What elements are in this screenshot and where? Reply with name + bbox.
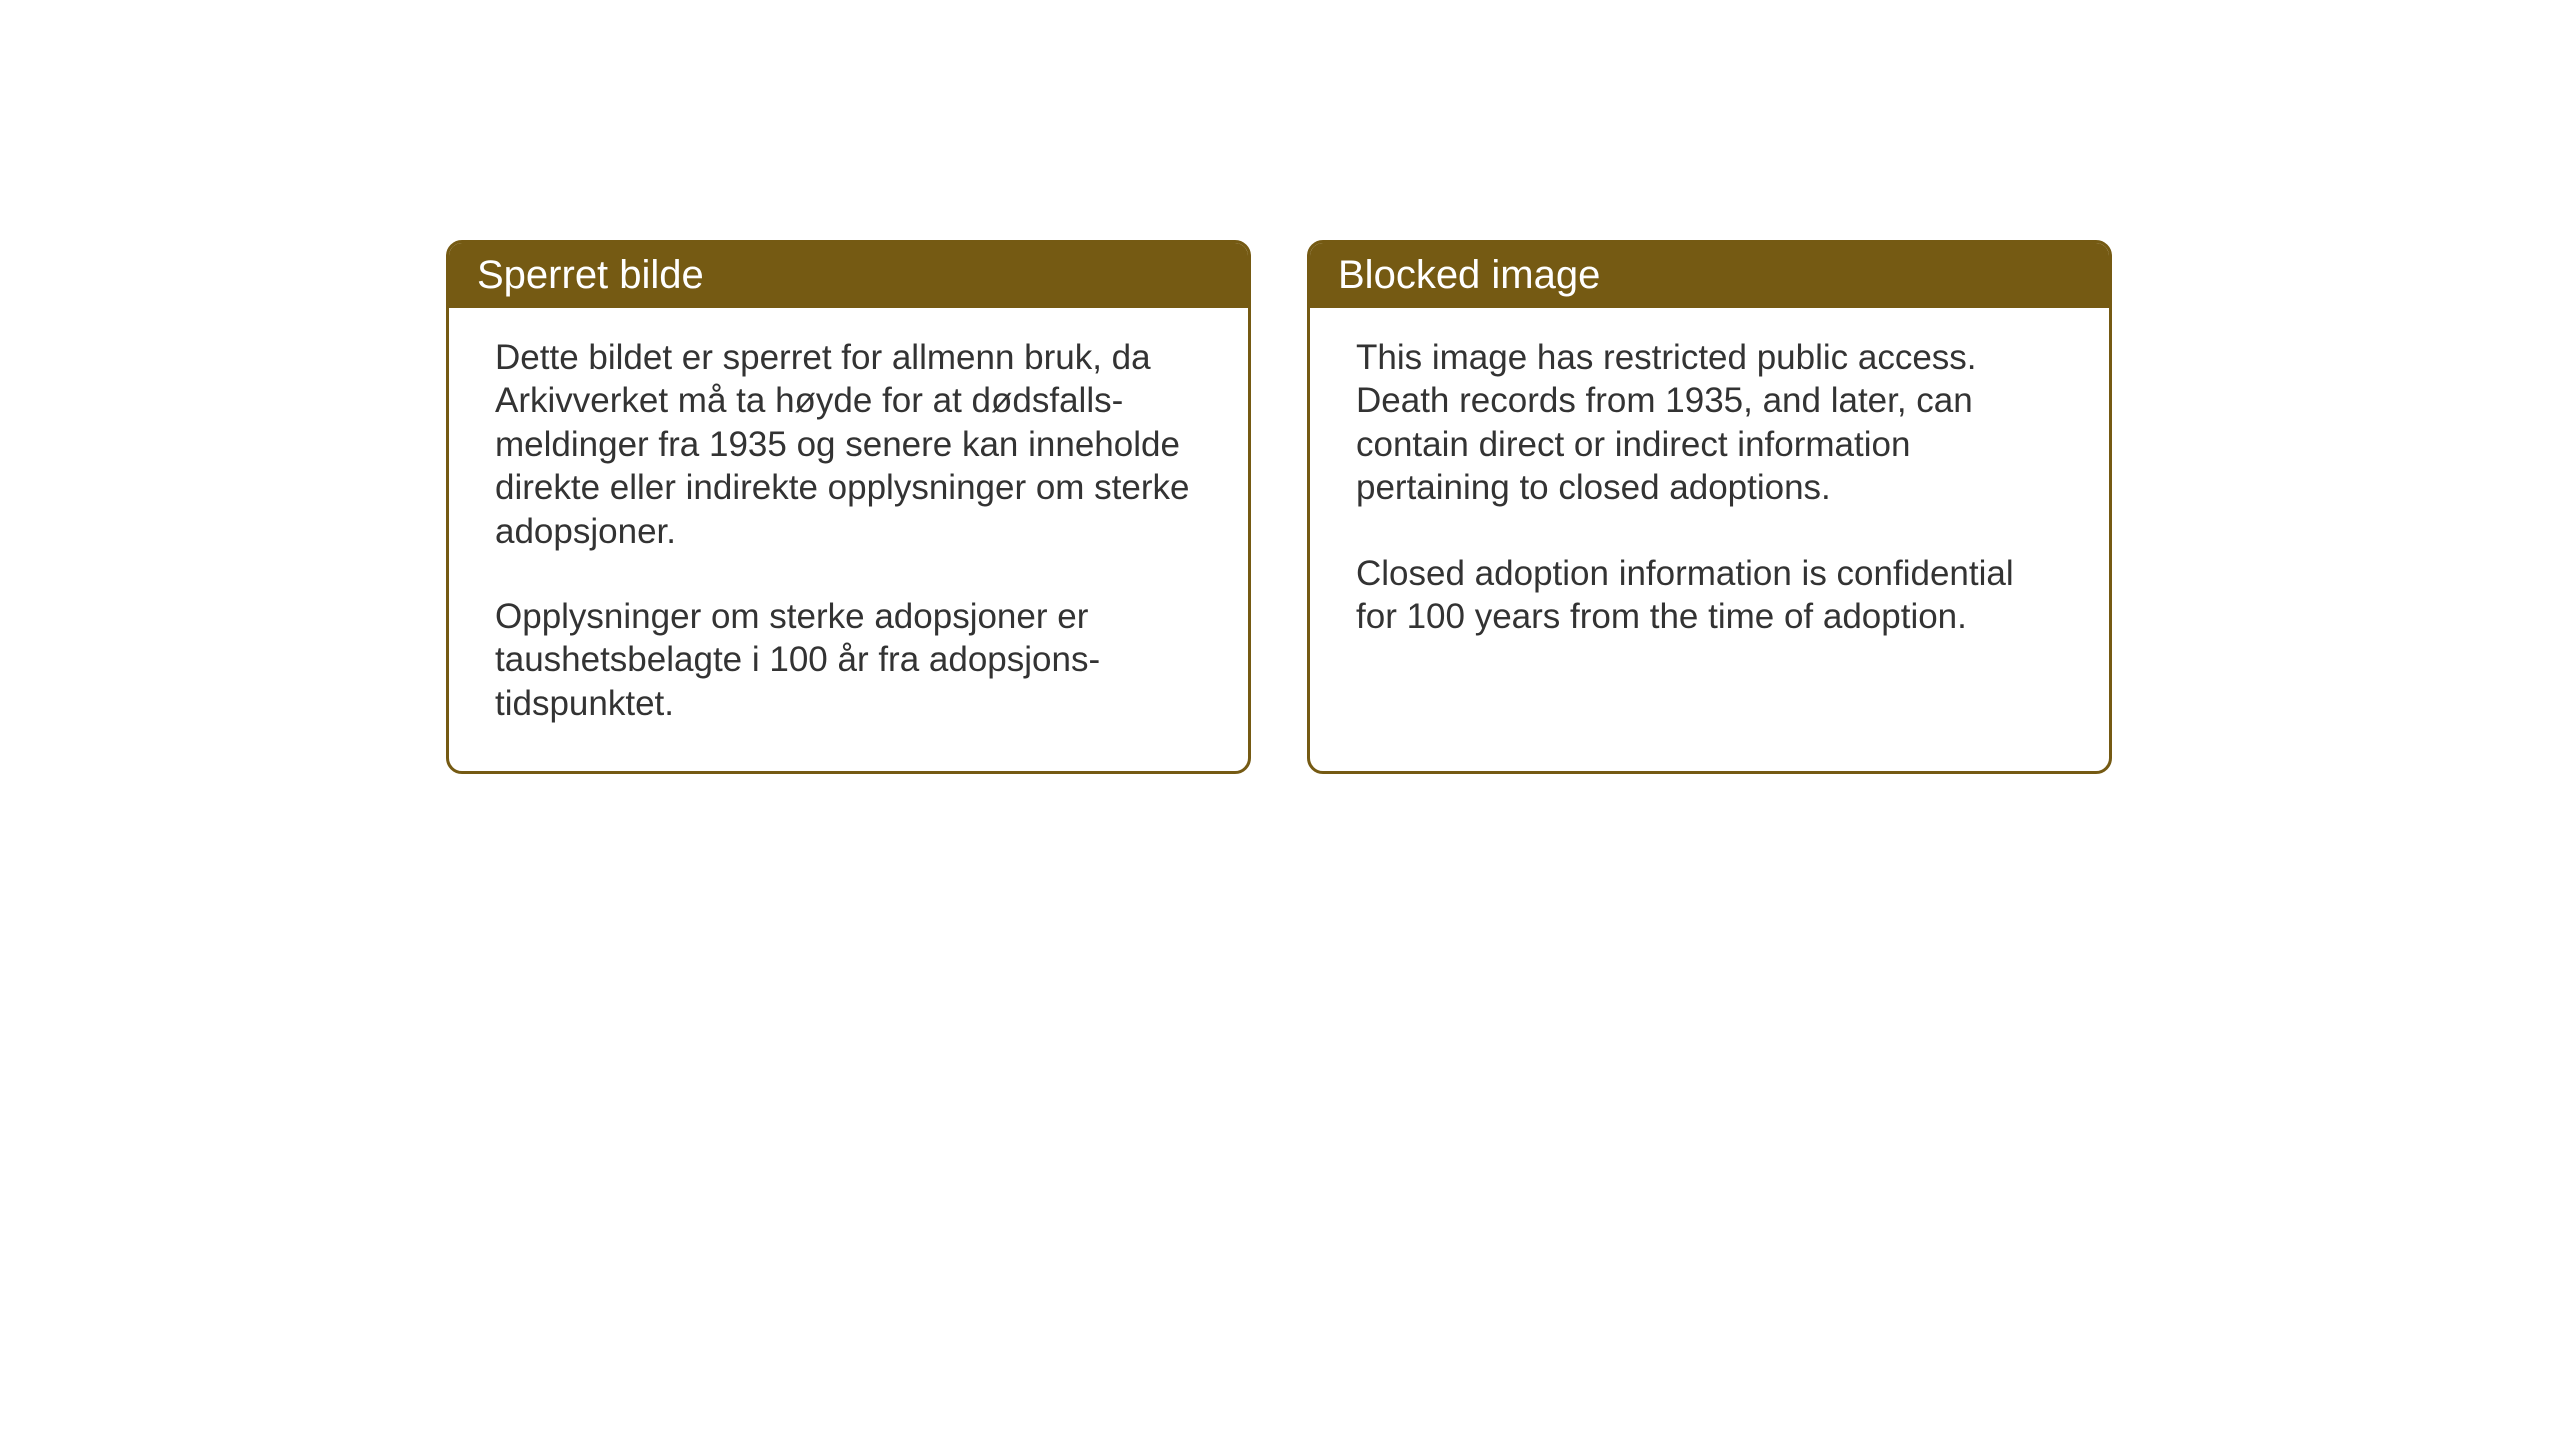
card-paragraph-2-english: Closed adoption information is confident… <box>1356 552 2063 639</box>
card-title-english: Blocked image <box>1338 253 1600 297</box>
card-header-norwegian: Sperret bilde <box>449 243 1248 308</box>
card-english: Blocked image This image has restricted … <box>1307 240 2112 774</box>
card-body-norwegian: Dette bildet er sperret for allmenn bruk… <box>449 308 1248 771</box>
card-paragraph-1-norwegian: Dette bildet er sperret for allmenn bruk… <box>495 336 1202 553</box>
card-title-norwegian: Sperret bilde <box>477 253 704 297</box>
card-paragraph-1-english: This image has restricted public access.… <box>1356 336 2063 510</box>
card-header-english: Blocked image <box>1310 243 2109 308</box>
card-body-english: This image has restricted public access.… <box>1310 308 2109 684</box>
card-paragraph-2-norwegian: Opplysninger om sterke adopsjoner er tau… <box>495 595 1202 725</box>
card-norwegian: Sperret bilde Dette bildet er sperret fo… <box>446 240 1251 774</box>
cards-container: Sperret bilde Dette bildet er sperret fo… <box>446 240 2112 774</box>
